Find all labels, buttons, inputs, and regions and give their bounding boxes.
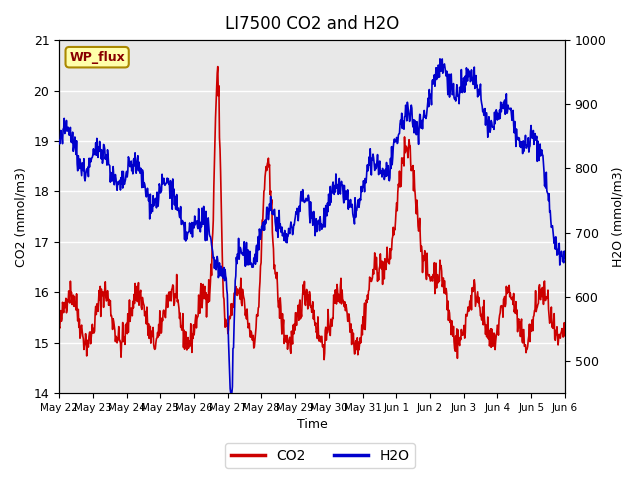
Title: LI7500 CO2 and H2O: LI7500 CO2 and H2O (225, 15, 399, 33)
X-axis label: Time: Time (296, 419, 328, 432)
Text: WP_flux: WP_flux (69, 51, 125, 64)
Y-axis label: CO2 (mmol/m3): CO2 (mmol/m3) (15, 167, 28, 266)
Y-axis label: H2O (mmol/m3): H2O (mmol/m3) (612, 167, 625, 267)
Legend: CO2, H2O: CO2, H2O (225, 443, 415, 468)
